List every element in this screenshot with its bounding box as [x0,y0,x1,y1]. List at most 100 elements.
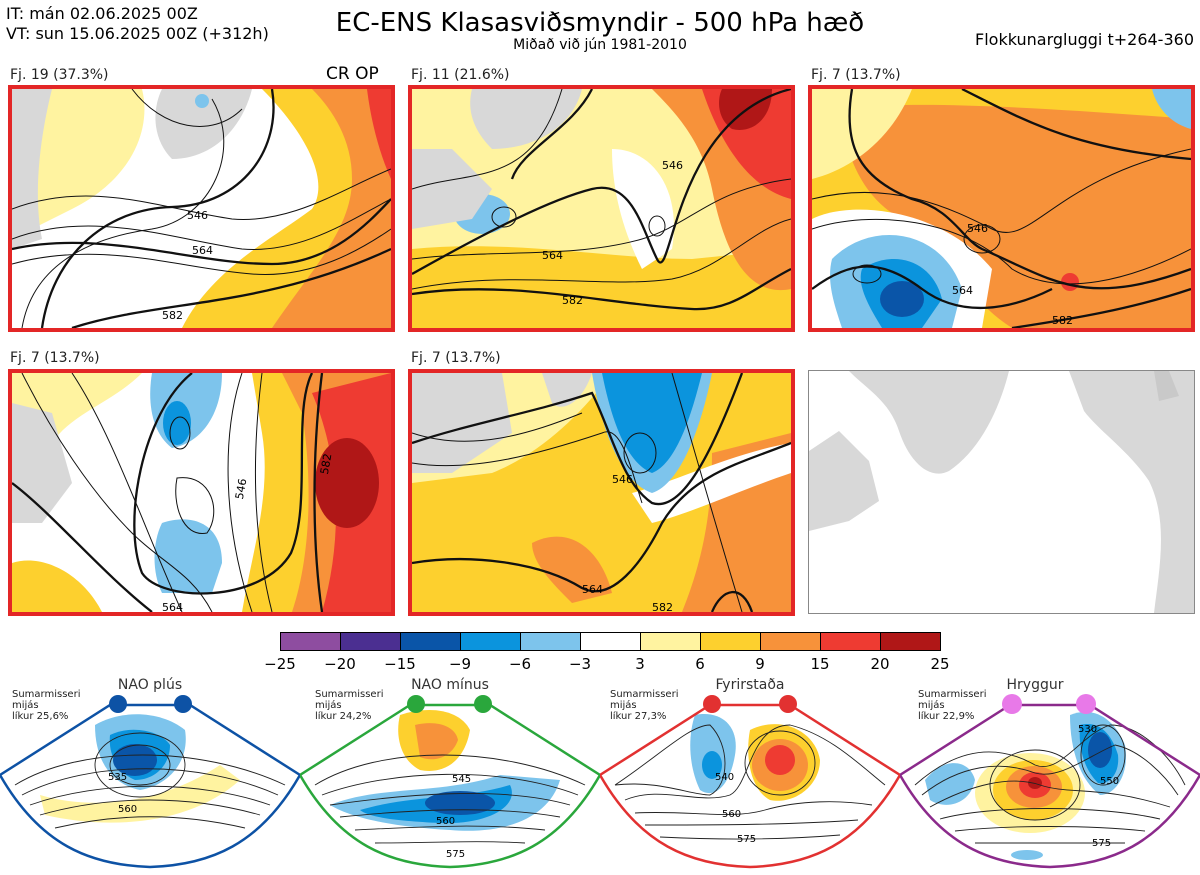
cluster-map-1-svg: 546 564 582 [12,89,391,328]
regime-note-line: Sumarmisseri [918,689,987,700]
regime-marker [779,695,797,713]
regime-marker [1076,694,1096,714]
cluster-map-2-svg: 546 564 582 [412,89,791,328]
colorbar-segment [280,632,341,651]
colorbar-segment [400,632,461,651]
contour-label: 546 [187,209,208,222]
regime-nao-minus-svg: 545 560 575 [298,695,602,869]
regime-marker [703,695,721,713]
colorbar-tick: −15 [384,655,416,673]
contour-label: 560 [436,816,455,827]
colorbar-segment [880,632,941,651]
regime-marker [1002,694,1022,714]
cluster-map-3-svg: 546 564 582 [812,89,1191,328]
contour-label: 564 [162,601,183,612]
colorbar-segment [520,632,581,651]
contour-label: 582 [562,294,583,307]
contour-label: 560 [722,809,741,820]
contour-label: 564 [542,249,563,262]
colorbar [280,632,941,651]
cluster-label-3: Fj. 7 (13.7%) [811,67,901,83]
cluster-map-5-svg: 546 564 582 [412,373,791,612]
colorbar-segment [640,632,701,651]
colorbar-tick: 3 [635,655,645,673]
regime-ridge: 530 550 575 [898,685,1200,871]
contour-label: 546 [612,473,633,486]
cluster-label-4: Fj. 7 (13.7%) [10,350,100,366]
contour-label: 582 [318,452,334,475]
page-title: EC-ENS Klasasviðsmyndir - 500 hPa hæð [335,8,865,38]
colorbar-tick: 15 [810,655,830,673]
colorbar-tick: 20 [870,655,890,673]
colorbar-segment [700,632,761,651]
regime-name-ridge: Hryggur [1006,677,1064,693]
regime-note-nao-minus: Sumarmisseri mijás líkur 24,2% [315,689,383,722]
cluster-map-5: 546 564 582 [408,369,795,616]
regime-name-nao-plus: NAO plús [117,677,183,693]
regime-note-blocking: Sumarmisseri mijás líkur 27,3% [610,689,678,722]
contour-label: 540 [715,772,734,783]
contour-label: 575 [446,849,465,860]
colorbar-tick: 6 [695,655,705,673]
cluster-map-1: 546 564 582 [8,85,395,332]
cluster-label-1: Fj. 19 (37.3%) [10,67,109,83]
colorbar-svg [280,632,941,651]
regime-note-line: Sumarmisseri [315,689,384,700]
contour-label: 546 [662,159,683,172]
contour-label: 530 [1078,724,1097,735]
contour-label: 564 [582,583,603,596]
colorbar-segment [760,632,821,651]
regime-note-line: mijás [12,700,39,711]
contour-label: 582 [1052,314,1073,327]
colorbar-segment [580,632,641,651]
regime-note-line: líkur 24,2% [315,711,372,722]
regime-blocking-svg: 540 560 575 [598,695,902,869]
regime-note-line: líkur 22,9% [918,711,975,722]
regime-note-line: mijás [918,700,945,711]
colorbar-tick: 9 [755,655,765,673]
contour-label: 546 [233,477,249,500]
cluster-window: Flokkunargluggi t+264-360 [975,30,1194,49]
regime-ridge-svg: 530 550 575 [898,694,1200,869]
colorbar-segment [820,632,881,651]
regime-marker [174,695,192,713]
page-subtitle: Miðað við jún 1981-2010 [513,37,687,53]
colorbar-tick: −3 [568,655,592,673]
colorbar-segment [460,632,521,651]
cluster-map-4: 546 564 582 [8,369,395,616]
empty-map-svg [809,371,1194,613]
cluster-map-4-svg: 546 564 582 [12,373,391,612]
cluster-map-3: 546 564 582 [808,85,1195,332]
regime-name-nao-minus: NAO mínus [411,677,489,693]
contour-label: 564 [192,244,213,257]
regime-note-line: líkur 25,6% [12,711,69,722]
regime-nao-plus-svg: 535 560 [0,695,302,869]
contour-label: 535 [108,772,127,783]
regime-note-line: líkur 27,3% [610,711,667,722]
regime-name-blocking: Fyrirstaða [715,677,785,693]
empty-map [808,370,1195,614]
regime-note-nao-plus: Sumarmisseri mijás líkur 25,6% [12,689,80,722]
regime-note-ridge: Sumarmisseri mijás líkur 22,9% [918,689,986,722]
contour-label: 564 [952,284,973,297]
cluster-label-5: Fj. 7 (13.7%) [411,350,501,366]
regime-marker [474,695,492,713]
regime-nao-plus: 535 560 [0,685,302,871]
cluster-label-2: Fj. 11 (21.6%) [411,67,510,83]
contour-label: 575 [1092,838,1111,849]
colorbar-tick: −25 [264,655,296,673]
regime-marker [109,695,127,713]
contour-label: 550 [1100,776,1119,787]
regime-note-line: mijás [315,700,342,711]
contour-label: 560 [118,804,137,815]
crop-op-label: CR OP [326,64,379,84]
contour-label: 575 [737,834,756,845]
colorbar-tick: 25 [930,655,950,673]
colorbar-tick: −9 [448,655,472,673]
contour-label: 582 [652,601,673,612]
colorbar-segment [340,632,401,651]
contour-label: 546 [967,222,988,235]
regime-note-line: Sumarmisseri [12,689,81,700]
regime-nao-minus: 545 560 575 [298,685,602,871]
cluster-map-2: 546 564 582 [408,85,795,332]
